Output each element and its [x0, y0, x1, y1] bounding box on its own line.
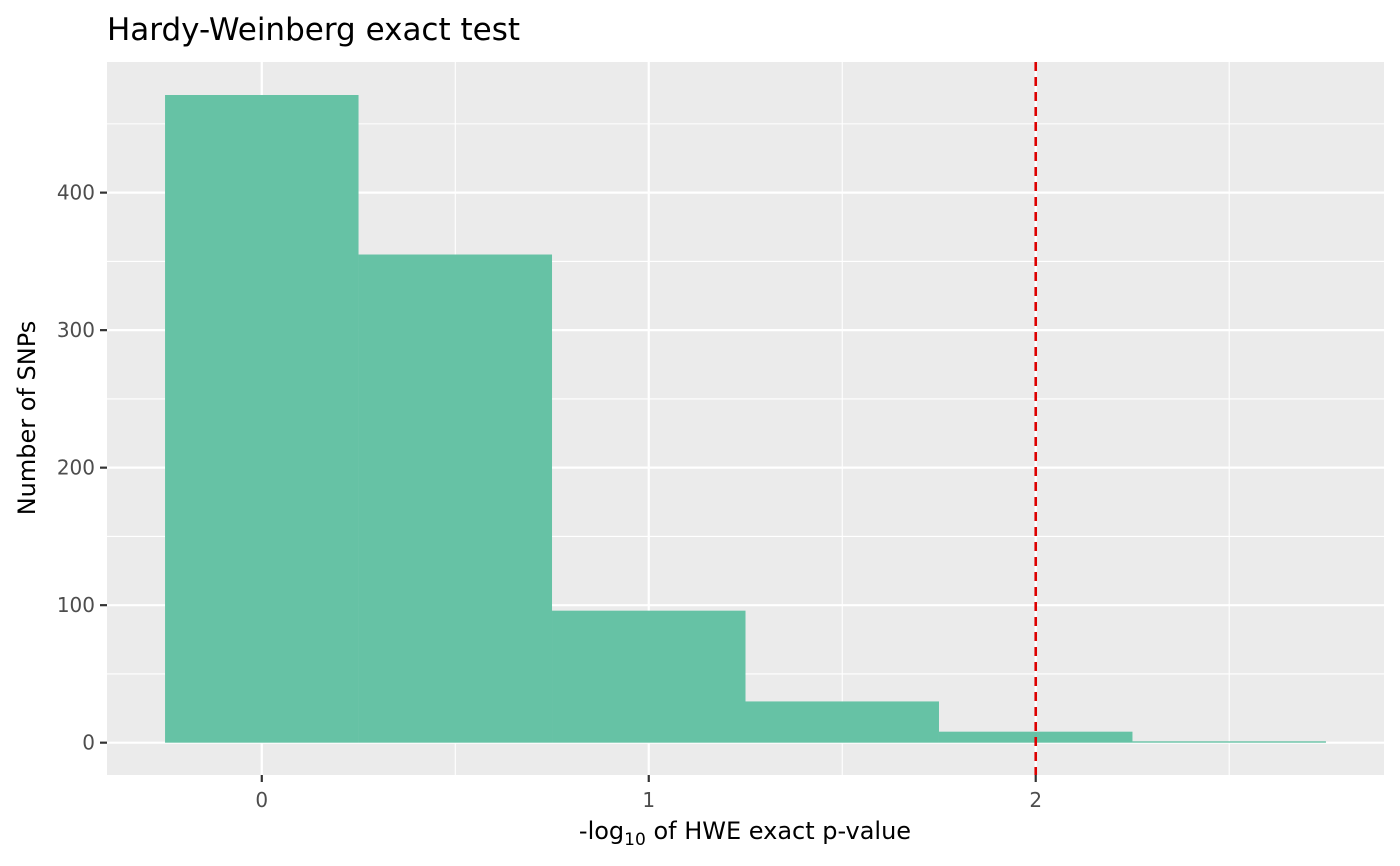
histogram-bar — [552, 610, 746, 743]
y-tick-label: 300 — [57, 318, 95, 342]
x-tick-label: 1 — [642, 788, 655, 812]
x-axis: 0 1 2 — [255, 775, 1042, 812]
x-tick-label: 0 — [255, 788, 268, 812]
histogram-bar — [745, 701, 939, 743]
histogram-bars — [165, 95, 1326, 743]
y-tick-label: 200 — [57, 456, 95, 480]
histogram-bar — [1132, 741, 1326, 743]
y-tick-label: 0 — [82, 731, 95, 755]
chart-title: Hardy-Weinberg exact test — [107, 12, 520, 48]
histogram-bar — [165, 95, 359, 743]
x-tick-label: 2 — [1029, 788, 1042, 812]
histogram-bar — [358, 254, 553, 743]
x-axis-title-subscript: 10 — [624, 830, 646, 850]
y-axis: 0 100 200 300 400 — [57, 181, 107, 755]
x-axis-title: -log10 of HWE exact p-value — [579, 817, 911, 850]
y-tick-label: 400 — [57, 181, 95, 205]
y-axis-title: Number of SNPs — [13, 321, 41, 516]
y-tick-label: 100 — [57, 593, 95, 617]
